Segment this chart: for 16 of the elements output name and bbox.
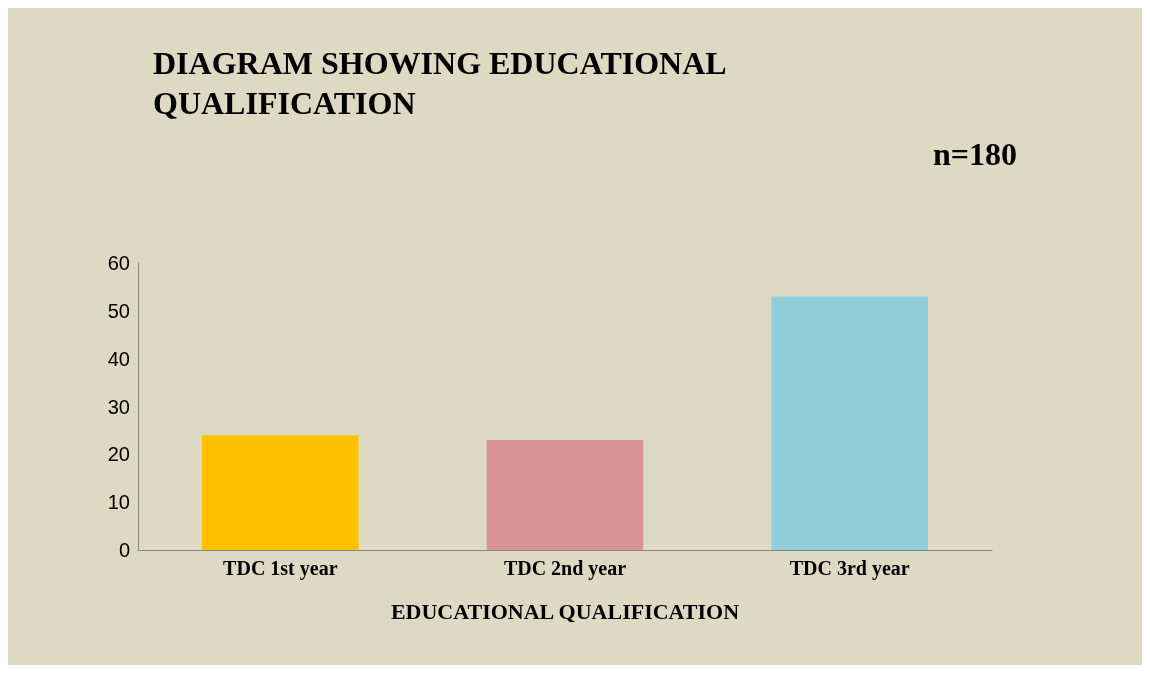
y-tick-label: 50	[107, 299, 130, 322]
x-tick-label: TDC 2nd year	[503, 557, 627, 580]
y-tick-label: 30	[107, 395, 130, 418]
y-tick-label: 40	[107, 347, 130, 370]
chart-title: DIAGRAM SHOWING EDUCATIONAL QUALIFICATION	[153, 45, 733, 121]
chart-subtitle: n=180	[933, 136, 1018, 172]
x-tick-label: TDC 1st year	[223, 557, 338, 580]
y-tick-label: 20	[107, 443, 130, 466]
y-tick-label: 60	[107, 252, 130, 274]
y-tick-label: 10	[107, 491, 130, 514]
bar	[202, 435, 359, 550]
bar	[771, 296, 928, 550]
bar	[486, 439, 644, 550]
y-tick-label: 0	[118, 539, 130, 561]
x-tick-label: TDC 3rd year	[789, 557, 910, 580]
x-axis-title: EDUCATIONAL QUALIFICATION	[390, 598, 740, 624]
